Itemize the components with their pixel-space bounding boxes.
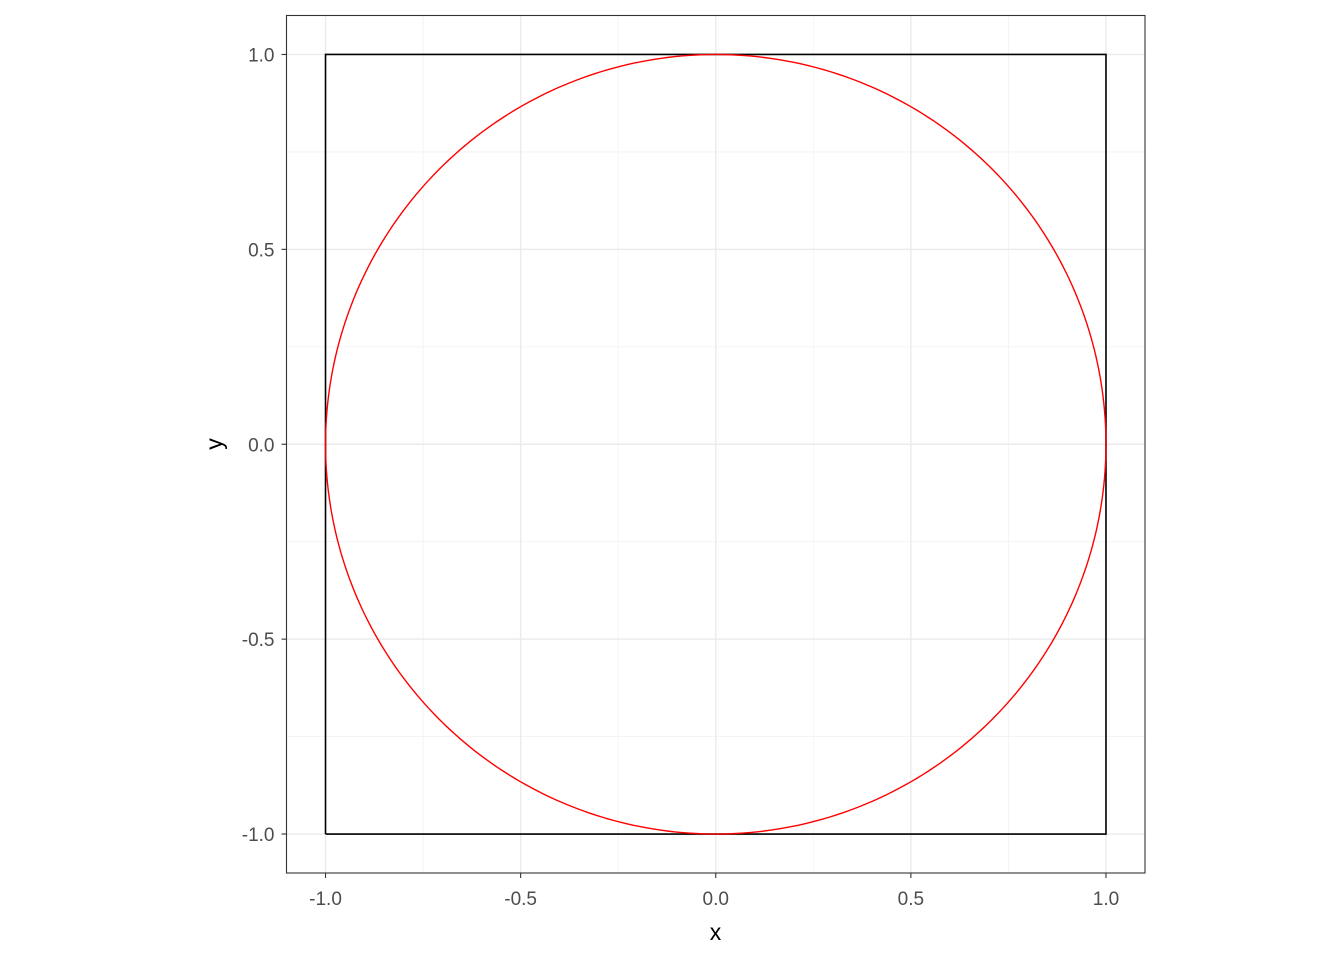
grid [286, 15, 1145, 873]
y-tick-label: 1.0 [248, 45, 274, 66]
y-axis-title: y [201, 438, 227, 450]
x-tick-label: 0.0 [703, 889, 729, 910]
y-tick-label: 0.0 [248, 435, 274, 456]
axes: -1.0 -0.5 0.0 0.5 1.0 -1.0 -0.5 0.0 0.5 1.0 [242, 45, 1119, 910]
x-axis-title: x [710, 919, 722, 945]
circle-line [324, 53, 1107, 835]
x-tick-label: 0.5 [898, 889, 924, 910]
x-tick-label: 1.0 [1093, 889, 1119, 910]
square-line [324, 53, 1107, 835]
y-tick-label: -1.0 [242, 825, 275, 846]
y-tick-label: -0.5 [242, 630, 275, 651]
x-tick-label: -1.0 [309, 889, 342, 910]
y-tick-label: 0.5 [248, 240, 274, 261]
marks [324, 53, 1107, 835]
x-tick-label: -0.5 [504, 889, 537, 910]
